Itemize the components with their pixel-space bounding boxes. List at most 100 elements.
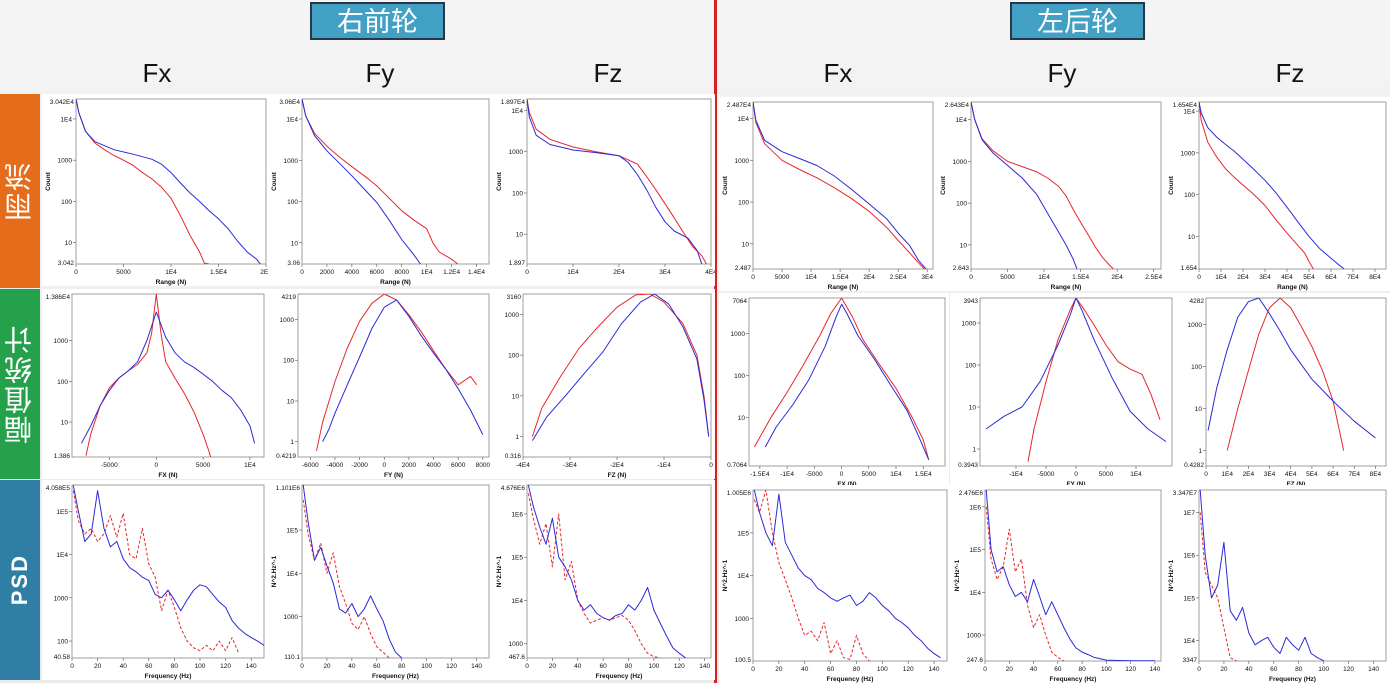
series-line-blue-1 [985, 298, 1167, 443]
y-tick-label: 1E6 [511, 511, 523, 518]
x-tick-label: 2E4 [1111, 274, 1123, 281]
x-tick-label: 140 [471, 663, 482, 670]
x-axis-label: FX (N) [837, 481, 856, 488]
series-line-red-0 [527, 99, 707, 264]
x-tick-label: 2E4 [260, 269, 270, 276]
x-tick-label: 5000 [196, 462, 211, 469]
y-tick-label: 1E5 [969, 547, 981, 554]
x-tick-label: -4E4 [516, 462, 530, 469]
chart-lr-amp-fz: 0 1E4 2E4 3E4 4E4 5E4 6E4 7E4 8E4 1 10 100 1000 4282 0… [1176, 293, 1390, 488]
x-tick-label: 0 [1197, 666, 1201, 673]
x-tick-label: 0 [751, 666, 755, 673]
x-tick-label: 40 [120, 663, 128, 670]
chart-rf-rain-fz: 0 1E4 2E4 3E4 4E4 10 100 1000 1E4 1.897E4 1.897 Cou… [493, 94, 715, 286]
y-tick-label: 100 [512, 190, 523, 197]
plot-frame [1198, 101, 1387, 270]
y-tick-label: 100 [283, 358, 294, 365]
plot-frame [970, 101, 1162, 270]
x-tick-label: 2.5E4 [1145, 274, 1162, 281]
y-min-label: 0.4219 [276, 453, 296, 460]
y-tick-label: 1000 [735, 616, 750, 623]
x-tick-label: 3E4 [1259, 274, 1271, 281]
x-axis-label: FZ (N) [1287, 481, 1306, 488]
x-tick-label: 1E4 [890, 471, 902, 478]
series-line-red-0 [753, 298, 930, 460]
x-tick-label: 0 [382, 462, 386, 469]
y-tick-label: 1E4 [1183, 638, 1195, 645]
x-tick-label: -5000 [101, 462, 118, 469]
y-tick-label: 1000 [284, 614, 299, 621]
y-tick-label: 100 [287, 199, 298, 206]
series-line-red-0 [72, 490, 239, 653]
y-tick-label: 10 [516, 232, 524, 239]
y-tick-label: 100 [965, 363, 976, 370]
series-line-blue-1 [1207, 298, 1376, 439]
series-line-red-0 [1027, 298, 1161, 462]
x-tick-label: 0 [1074, 471, 1078, 478]
plot-frame [752, 101, 934, 270]
y-tick-label: 1 [1198, 448, 1202, 455]
x-tick-label: 40 [1030, 666, 1038, 673]
y-max-label: 3.042E4 [50, 99, 75, 106]
y-tick-label: 1000 [953, 159, 968, 166]
x-tick-label: 100 [1318, 666, 1329, 673]
plot-frame [71, 293, 265, 458]
series-line-red-0 [1199, 102, 1314, 269]
y-tick-label: 100 [1191, 364, 1202, 371]
x-tick-label: 0 [525, 269, 529, 276]
x-tick-label: 8E4 [1370, 471, 1382, 478]
y-tick-label: 1000 [967, 633, 982, 640]
x-tick-label: -1.5E4 [750, 471, 770, 478]
y-min-label: 3.06 [287, 260, 300, 267]
series-line-red-0 [302, 99, 459, 264]
x-tick-label: 3E4 [1264, 471, 1276, 478]
y-max-label: 2.643E4 [945, 102, 970, 109]
chart-rf-psd-fz: 0 20 40 60 80 100 120 140 1000 1E4 1E5 1E6 4.676E6 46… [493, 480, 715, 680]
col-head-lr-fy: Fy [1047, 58, 1077, 88]
series-line-blue-1 [527, 485, 686, 658]
x-tick-label: -3E4 [563, 462, 577, 469]
y-tick-label: 10 [512, 393, 520, 400]
x-tick-label: 140 [246, 663, 257, 670]
x-tick-label: 0 [709, 462, 713, 469]
x-tick-label: 20 [775, 666, 783, 673]
y-tick-label: 1000 [54, 338, 69, 345]
y-tick-label: 1000 [731, 331, 746, 338]
y-tick-label: 1 [290, 439, 294, 446]
x-axis-label: Frequency (Hz) [596, 673, 643, 680]
chart-rf-psd-fy: 0 20 40 60 80 100 120 140 1000 1E4 1E5 1.101E6 110.1… [268, 480, 493, 680]
x-tick-label: -5000 [1038, 471, 1055, 478]
x-tick-label: 80 [625, 663, 633, 670]
x-axis-label: Frequency (Hz) [372, 673, 419, 680]
y-min-label: 40.58 [54, 654, 71, 661]
y-max-label: 1.005E6 [727, 490, 752, 497]
plot-frame [984, 489, 1162, 662]
x-tick-label: 1E4 [421, 269, 433, 276]
x-tick-label: 140 [699, 663, 710, 670]
x-tick-label: 3E4 [659, 269, 671, 276]
y-min-label: 1.386 [54, 453, 71, 460]
x-tick-label: 8E4 [1369, 274, 1381, 281]
col-head-lr-fz: Fz [1275, 58, 1305, 88]
x-tick-label: 60 [373, 663, 381, 670]
x-tick-label: 140 [929, 666, 940, 673]
y-axis-label: N^2.Hz^-1 [953, 559, 961, 591]
series-line-blue-1 [527, 99, 703, 264]
y-tick-label: 100 [57, 639, 68, 646]
x-tick-label: 0 [983, 666, 987, 673]
y-tick-label: 1E7 [1183, 510, 1195, 517]
y-tick-label: 10 [738, 415, 746, 422]
x-tick-label: 100 [421, 663, 432, 670]
x-tick-label: 5E4 [1306, 471, 1318, 478]
y-tick-label: 10 [969, 405, 977, 412]
x-axis-label: Frequency (Hz) [145, 673, 192, 680]
x-tick-label: 4000 [345, 269, 360, 276]
x-tick-label: 80 [853, 666, 861, 673]
x-tick-label: 5000 [116, 269, 131, 276]
series-line-red-0 [85, 294, 212, 457]
x-tick-label: 1E4 [1130, 471, 1142, 478]
y-min-label: 247.6 [967, 657, 984, 664]
chart-rf-amp-fy: -6000 -4000 -2000 0 2000 4000 6000 8000 1 10 100 10… [268, 289, 493, 479]
y-min-label: 0.3943 [958, 462, 978, 469]
y-axis-label: N^2.Hz^-1 [495, 555, 503, 587]
